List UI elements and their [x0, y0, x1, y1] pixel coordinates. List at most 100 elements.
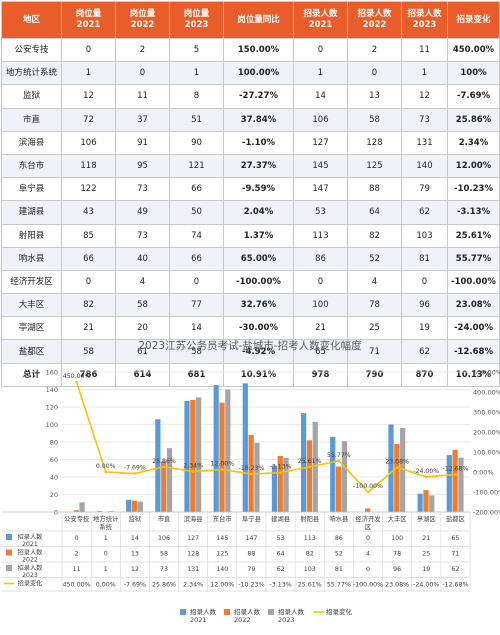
table-cell: 10.13% — [447, 362, 500, 387]
legend-key — [180, 609, 186, 615]
table-value: 450.00% — [63, 582, 91, 589]
y-left-tick-label: 40 — [50, 474, 58, 482]
table-cell: 118 — [61, 153, 116, 179]
table-cell: 1 — [293, 61, 348, 86]
table-cell: 1.37% — [223, 223, 294, 248]
table-row-label: 2023 — [22, 572, 38, 579]
table-value: 78 — [393, 551, 401, 558]
table-row: 亭湖区 21 20 14 -30.00% 21 25 19 -24.00% — [1, 316, 500, 341]
bar-1 — [446, 455, 452, 512]
table-cell: 49 — [115, 200, 170, 225]
table-value: 1 — [104, 566, 108, 573]
header-text: 2022 — [362, 20, 387, 30]
line-point — [75, 380, 78, 384]
x-tick-label: 响水县 — [329, 514, 348, 523]
table-cell: 27.37% — [223, 153, 294, 179]
table-cell: 121 — [169, 153, 224, 179]
table-cell: 25.61% — [447, 223, 500, 248]
table-cell: 66 — [61, 246, 116, 271]
line-point — [104, 470, 108, 474]
table-row: 阜宁县 122 73 66 -9.59% 147 88 79 -10.23% — [1, 177, 500, 202]
table-cell: 0 — [61, 37, 116, 63]
table-value: 100 — [391, 535, 403, 542]
bar-2 — [277, 456, 283, 512]
header-text: 2023 — [184, 20, 209, 30]
table-cell: 100% — [447, 61, 500, 86]
table-cell: 0 — [115, 61, 170, 86]
bar-1 — [213, 385, 219, 512]
bar-3 — [429, 495, 435, 512]
table-cell: 2 — [347, 37, 402, 63]
x-tick-label: 东台市 — [213, 514, 232, 523]
table-cell: 450.00% — [447, 37, 500, 63]
table-cell: 总计 — [1, 362, 62, 387]
table-cell: 150.00% — [223, 37, 294, 63]
x-tick-label: 区 — [365, 523, 371, 531]
table-cell: 91 — [115, 130, 170, 155]
table-cell: 147 — [293, 177, 348, 202]
bar-3 — [312, 421, 318, 512]
legend-label: 2022 — [234, 616, 251, 624]
table-cell: 113 — [293, 223, 348, 248]
y-right-tick-label: 200.00% — [473, 429, 500, 437]
table-cell: 射阳县 — [1, 223, 62, 248]
table-header-row: 地区 岗位量 2021 岗位量 2022 岗位量 2023 岗位量同比 招录人数 2021 招录人数… — [1, 1, 500, 39]
table-cell: -12.68% — [447, 339, 500, 364]
table-cell: 1 — [401, 61, 448, 86]
legend-label: 招录人数 — [278, 607, 305, 616]
table-cell: -10.23% — [447, 177, 500, 202]
table-cell: 790 — [347, 362, 402, 387]
y-right-tick-label: 0.00% — [473, 469, 494, 477]
header-text: 岗位量 — [75, 9, 102, 19]
table-cell: -1.10% — [223, 130, 294, 155]
bar-2 — [73, 510, 79, 512]
table-cell: 58 — [61, 339, 116, 364]
bar-2 — [365, 508, 371, 512]
table-cell: 131 — [401, 130, 448, 155]
line-series — [75, 381, 456, 494]
table-value: 53 — [277, 535, 285, 542]
line-point — [220, 468, 224, 471]
x-tick-label: 市直 — [158, 514, 171, 523]
y-right-tick-label: 400.00% — [473, 389, 500, 397]
table-cell: 81 — [401, 246, 448, 271]
table-legend-key — [6, 534, 12, 540]
table-cell: -100.00% — [223, 269, 294, 295]
table-value: 12 — [131, 566, 139, 573]
table-value: 113 — [304, 535, 316, 542]
table-cell: 0 — [293, 269, 348, 295]
table-cell: 0 — [401, 269, 448, 295]
table-value: 106 — [158, 535, 170, 542]
line-point — [424, 475, 428, 479]
table-cell: 71 — [347, 339, 402, 364]
table-cell: 0 — [347, 61, 402, 86]
table-cell: 106 — [293, 107, 348, 132]
table-row-label: 招录人数 — [18, 564, 44, 572]
bar-1 — [184, 400, 190, 512]
y-left-tick-label: 0 — [54, 509, 58, 517]
data-table: 地区 岗位量 2021 岗位量 2022 岗位量 2023 岗位量同比 招录人数 2021 招录人数… — [1, 1, 500, 387]
header-cell: 地区 — [1, 1, 62, 39]
table-cell: 5 — [169, 37, 224, 63]
bar-2 — [452, 449, 458, 512]
table-cell: 61 — [115, 339, 170, 364]
table-cell: 77 — [169, 293, 224, 318]
header-cell: 岗位量同比 — [223, 1, 294, 39]
table-row: 地方统计系统 1 0 1 100.00% 1 0 1 100% — [1, 61, 500, 86]
table-cell: 66 — [169, 177, 224, 202]
table-cell: 100.00% — [223, 61, 294, 86]
table-cell: 建湖县 — [1, 200, 62, 225]
header-text: 2021 — [308, 20, 333, 30]
bar-3 — [225, 389, 231, 512]
table-value: 1 — [104, 535, 108, 542]
table-cell: -100.00% — [447, 269, 500, 295]
bar-3 — [108, 511, 114, 512]
table-body: 公安专技 0 2 5 150.00% 0 2 11 450.00% 地方统计系统 1 0 1 100.00… — [1, 37, 500, 387]
table-cell: 12 — [61, 84, 116, 109]
table-cell: 4 — [115, 269, 170, 295]
table-cell: 14 — [293, 84, 348, 109]
table-cell: 8 — [169, 84, 224, 109]
table-value: 2.34% — [183, 582, 203, 589]
bar-3 — [254, 442, 260, 512]
table-value: -12.68% — [442, 582, 468, 589]
